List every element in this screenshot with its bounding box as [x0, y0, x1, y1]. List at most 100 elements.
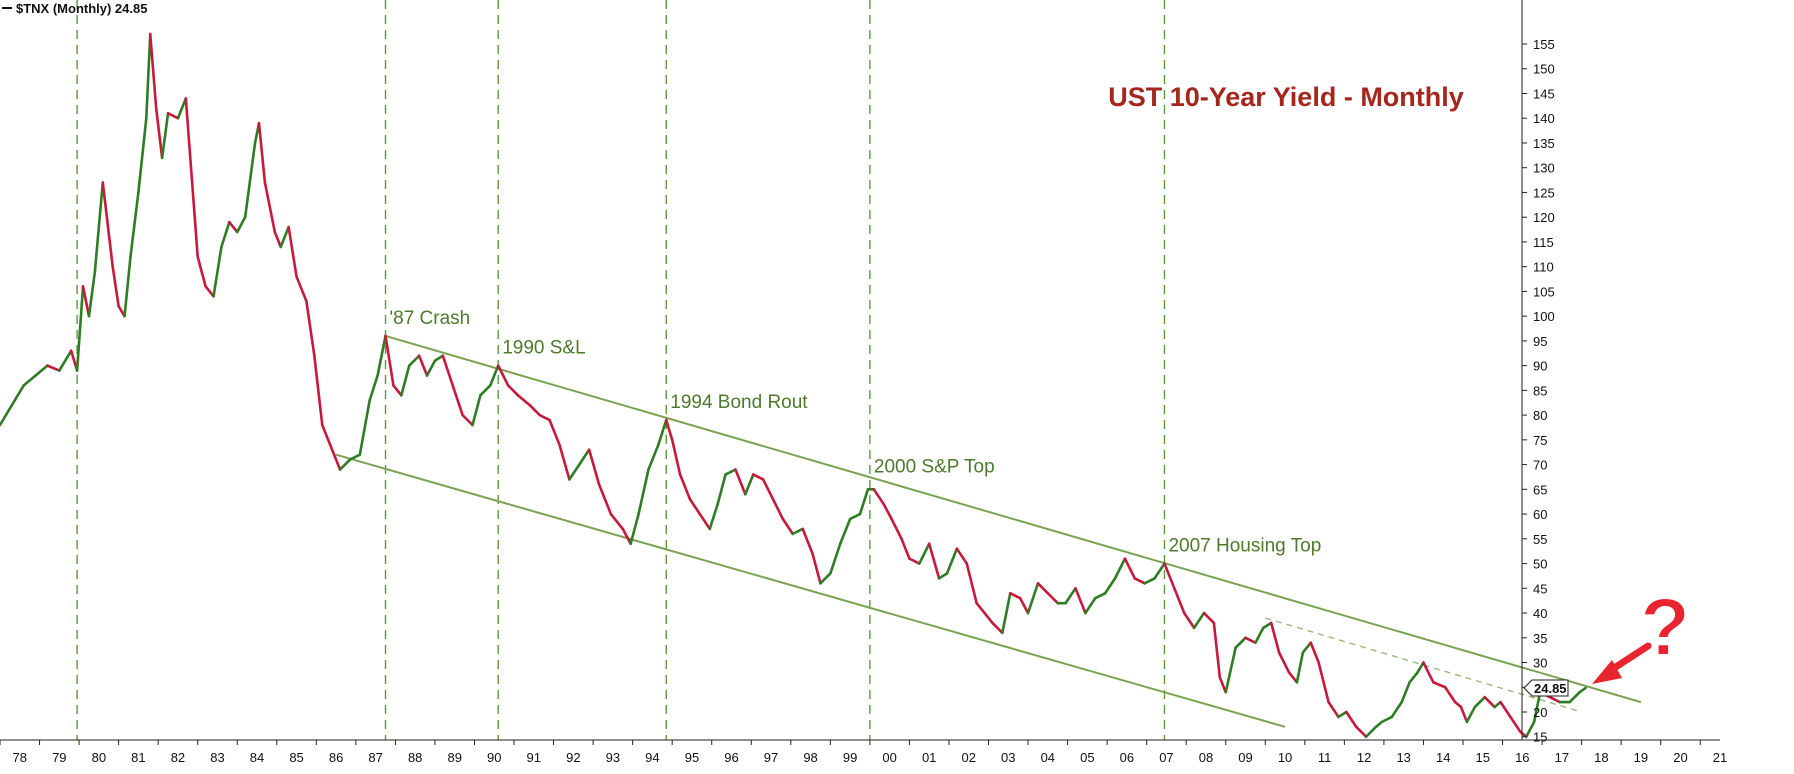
y-tick-label: 115 [1533, 235, 1554, 250]
x-tick-label: 92 [566, 750, 580, 765]
price-segment [538, 413, 551, 422]
price-segment [1182, 611, 1196, 630]
y-tick-label: 90 [1533, 359, 1547, 374]
price-segment [1202, 611, 1216, 625]
event-annotation: '87 Crash [390, 308, 471, 329]
y-tick-label: 80 [1533, 408, 1547, 423]
price-segment [1483, 695, 1496, 709]
price-segment [305, 300, 316, 358]
price-series [0, 32, 1587, 739]
price-segment [148, 32, 158, 110]
price-segment [678, 473, 692, 501]
x-tick-label: 08 [1199, 750, 1213, 765]
price-segment [1277, 651, 1291, 674]
price-segment [597, 483, 613, 516]
price-segment [1036, 582, 1050, 595]
x-tick-label: 21 [1713, 750, 1727, 765]
price-segment [257, 121, 267, 184]
x-tick-label: 01 [922, 750, 936, 765]
y-tick-label: 95 [1533, 334, 1547, 349]
price-segment [1212, 621, 1222, 679]
y-tick-label: 125 [1533, 185, 1555, 200]
price-segment [1524, 720, 1536, 739]
price-segment [771, 497, 785, 521]
price-segment [471, 394, 482, 427]
price-segment [927, 542, 941, 580]
price-segment [609, 512, 625, 531]
price-segment [320, 423, 332, 447]
price-segment [358, 398, 372, 456]
price-segment [176, 97, 188, 120]
x-tick-label: 17 [1555, 750, 1569, 765]
price-segment [1548, 695, 1562, 704]
price-segment [313, 354, 324, 427]
event-annotation: 1994 Bond Rout [670, 392, 808, 413]
price-segment [46, 364, 61, 372]
x-tick-label: 00 [882, 750, 896, 765]
price-segment [1309, 641, 1320, 664]
price-segment [1509, 715, 1522, 734]
price-segment [1422, 661, 1435, 684]
price-segment [338, 458, 352, 471]
price-segment [1192, 611, 1206, 630]
price-segment [81, 285, 91, 318]
price-segment [496, 364, 510, 387]
x-tick-label: 98 [803, 750, 817, 765]
last-value-label: 24.85 [1534, 681, 1567, 696]
price-segment [1345, 710, 1358, 729]
price-segment [955, 547, 969, 565]
y-tick-label: 60 [1533, 507, 1547, 522]
price-segment [441, 354, 455, 387]
y-tick-label: 45 [1533, 581, 1547, 596]
price-segment [154, 107, 164, 160]
y-tick-label: 85 [1533, 383, 1547, 398]
x-tick-label: 12 [1357, 750, 1371, 765]
price-segment [479, 384, 492, 397]
price-segment [166, 111, 180, 120]
x-tick-label: 78 [13, 750, 27, 765]
price-segment [621, 527, 632, 546]
x-tick-label: 97 [764, 750, 778, 765]
price-segment [123, 255, 132, 318]
x-tick-label: 16 [1515, 750, 1529, 765]
price-segment [670, 438, 682, 476]
question-mark: ? [1640, 582, 1690, 673]
x-tick-label: 94 [645, 750, 659, 765]
price-segment [228, 220, 239, 234]
price-segment [451, 384, 464, 417]
price-segment [1459, 705, 1469, 724]
price-segment [461, 413, 474, 427]
x-tick-label: 93 [606, 750, 620, 765]
price-segment [1416, 661, 1425, 674]
price-segment [75, 285, 85, 372]
price-segment [407, 354, 421, 367]
y-tick-label: 130 [1533, 161, 1555, 176]
price-segment [1074, 586, 1087, 615]
price-segment [528, 403, 542, 417]
price-segment [516, 394, 532, 407]
price-segment [629, 512, 640, 546]
x-tick-label: 02 [962, 750, 976, 765]
price-segment [392, 384, 403, 397]
channel-lower-line [335, 453, 1286, 728]
price-segment [558, 443, 571, 481]
price-segment [34, 364, 49, 377]
price-segment [664, 418, 674, 442]
price-segment [10, 384, 26, 407]
price-segment [975, 601, 986, 615]
price-segment [1295, 651, 1305, 684]
price-segment [425, 359, 437, 377]
price-segment [698, 512, 712, 531]
price-segment [1327, 700, 1340, 719]
channel-upper-line [385, 334, 1642, 704]
price-segment [1390, 700, 1404, 719]
price-segment [0, 403, 14, 427]
x-tick-label: 90 [487, 750, 501, 765]
y-tick-label: 35 [1533, 631, 1547, 646]
question-callout: ? [1592, 581, 1691, 684]
y-tick-label: 140 [1533, 111, 1555, 126]
x-tick-label: 09 [1238, 750, 1252, 765]
price-segment [829, 542, 842, 575]
price-segment [488, 364, 500, 387]
symbol-label: $TNX (Monthly) 24.85 [16, 1, 147, 16]
